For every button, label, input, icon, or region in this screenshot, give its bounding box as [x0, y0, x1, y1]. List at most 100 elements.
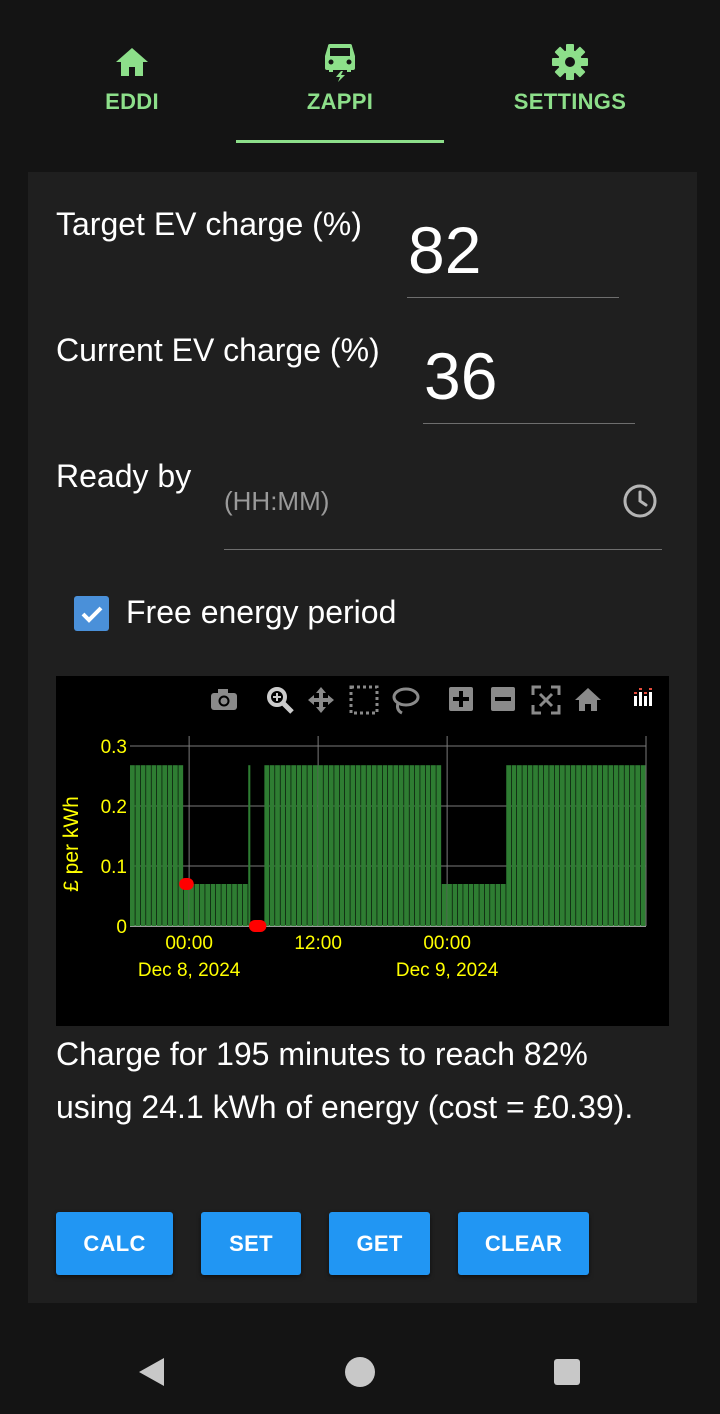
- box-select-icon[interactable]: [349, 685, 379, 715]
- price-bar: [221, 884, 227, 926]
- ready-by-input[interactable]: (HH:MM): [224, 486, 330, 516]
- tab-zappi[interactable]: ZAPPI: [236, 0, 444, 144]
- zoom-icon[interactable]: [267, 687, 294, 714]
- price-bar: [232, 884, 237, 926]
- price-bar: [248, 765, 251, 926]
- pan-icon[interactable]: [308, 687, 334, 713]
- price-bar: [409, 765, 415, 926]
- gear-icon: [550, 42, 590, 82]
- y-tick-label: 0.3: [101, 737, 127, 758]
- x-tick-date-label: Dec 8, 2024: [138, 960, 241, 981]
- zoom-out-icon[interactable]: [491, 687, 515, 711]
- plotly-logo-icon[interactable]: [634, 688, 652, 706]
- price-bar: [543, 765, 549, 926]
- price-bar: [554, 765, 560, 926]
- price-bar: [162, 765, 168, 926]
- price-bar: [130, 765, 135, 926]
- tab-settings-label: SETTINGS: [513, 89, 627, 114]
- price-bar: [302, 765, 307, 926]
- price-bar: [640, 765, 646, 926]
- current-charge-input[interactable]: 36: [424, 339, 498, 413]
- charge-result-text: Charge for 195 minutes to reach 82% usin…: [56, 1036, 634, 1125]
- home-nav-icon[interactable]: [344, 1356, 376, 1388]
- price-bar: [226, 884, 232, 926]
- price-bar: [355, 765, 361, 926]
- y-tick-label: 0: [116, 917, 127, 938]
- price-bar: [549, 765, 555, 926]
- price-bar: [479, 884, 485, 926]
- ready-by-label: Ready by: [56, 458, 192, 494]
- price-bar: [441, 884, 447, 926]
- calc-button[interactable]: CALC: [56, 1212, 173, 1275]
- autoscale-icon[interactable]: [531, 685, 561, 715]
- price-bar: [377, 765, 383, 926]
- clock-icon[interactable]: [622, 483, 658, 519]
- price-bar: [291, 765, 297, 926]
- price-bar: [334, 765, 340, 926]
- price-bar: [420, 765, 426, 926]
- tab-eddi[interactable]: EDDI: [32, 0, 232, 144]
- price-bar: [500, 884, 506, 926]
- free-energy-checkbox[interactable]: [74, 596, 109, 631]
- camera-icon[interactable]: [211, 689, 237, 710]
- x-tick-label: 12:00: [294, 933, 342, 954]
- price-bar: [393, 765, 399, 926]
- price-bar: [463, 884, 469, 926]
- recents-icon[interactable]: [553, 1358, 581, 1386]
- price-bar: [603, 765, 608, 926]
- tab-eddi-label: EDDI: [105, 89, 159, 114]
- car-charge-icon: [320, 42, 360, 82]
- tab-zappi-label: ZAPPI: [306, 89, 374, 114]
- price-bar: [533, 765, 538, 926]
- price-bar: [350, 765, 356, 926]
- price-bar: [398, 765, 404, 926]
- price-bar: [436, 765, 442, 926]
- price-bar: [323, 765, 329, 926]
- price-bar: [506, 765, 512, 926]
- price-bar: [199, 884, 205, 926]
- set-button[interactable]: SET: [201, 1212, 301, 1275]
- price-bar: [183, 884, 189, 926]
- get-button[interactable]: GET: [329, 1212, 430, 1275]
- price-bar: [178, 765, 184, 926]
- price-bar: [404, 765, 409, 926]
- tab-bar: EDDI ZAPPI: [0, 0, 720, 144]
- price-bar: [156, 765, 162, 926]
- price-bar: [457, 884, 463, 926]
- price-bar: [285, 765, 291, 926]
- price-bar: [345, 765, 350, 926]
- price-bar: [511, 765, 517, 926]
- chart-axis-labels: 0 0.1 0.2 0.3 00:00 Dec 8, 2024 12:00 00:00 Dec …: [60, 737, 499, 981]
- price-bar: [538, 765, 544, 926]
- price-bar: [189, 884, 194, 926]
- price-bar: [280, 765, 286, 926]
- target-charge-input[interactable]: 82: [408, 213, 482, 287]
- zoom-in-icon[interactable]: [449, 687, 473, 711]
- price-chart-svg: 0 0.1 0.2 0.3 00:00 Dec 8, 2024 12:00 00:00 Dec …: [60, 685, 652, 981]
- clear-button[interactable]: CLEAR: [458, 1212, 589, 1275]
- price-bar: [447, 884, 452, 926]
- price-bar: [468, 884, 474, 926]
- price-bar: [517, 765, 522, 926]
- lasso-select-icon[interactable]: [392, 687, 420, 715]
- back-icon[interactable]: [136, 1356, 168, 1388]
- price-chart[interactable]: 0 0.1 0.2 0.3 00:00 Dec 8, 2024 12:00 00:00 Dec …: [56, 676, 669, 1026]
- price-bar: [490, 884, 495, 926]
- price-bar: [586, 765, 592, 926]
- ready-by-underline: [224, 549, 662, 550]
- price-bar: [527, 765, 533, 926]
- price-bar: [570, 765, 576, 926]
- y-axis-title: £ per kWh: [60, 796, 83, 892]
- tab-settings[interactable]: SETTINGS: [470, 0, 670, 144]
- price-bar: [560, 765, 565, 926]
- price-bar: [414, 765, 420, 926]
- target-charge-label: Target EV charge (%): [56, 206, 362, 242]
- price-bar: [216, 884, 221, 926]
- price-bar: [576, 765, 581, 926]
- y-tick-label: 0.2: [101, 797, 127, 818]
- price-bar: [312, 765, 318, 926]
- price-bar: [592, 765, 598, 926]
- price-bar: [613, 765, 619, 926]
- reset-axes-icon[interactable]: [575, 688, 601, 711]
- price-bar: [167, 765, 173, 926]
